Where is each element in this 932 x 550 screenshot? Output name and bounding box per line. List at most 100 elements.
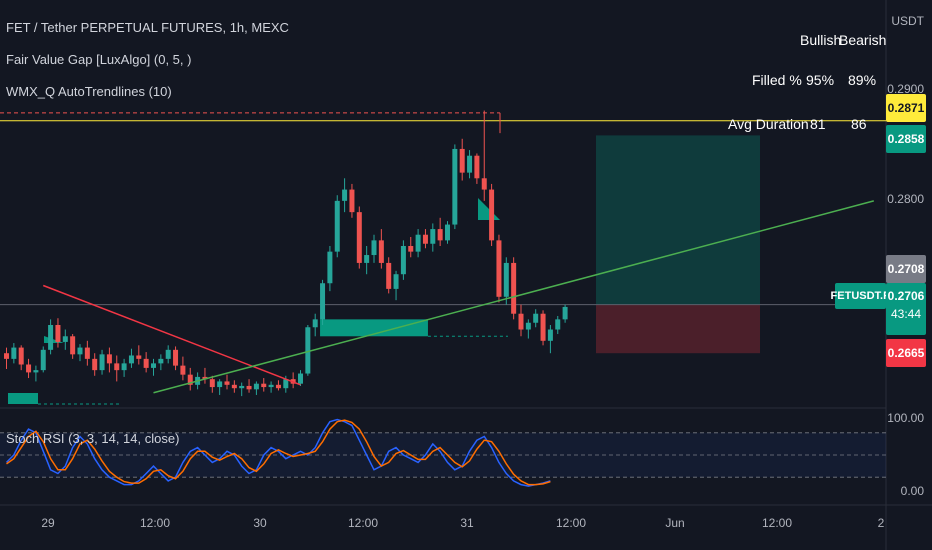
price-badge-entry: 0.2708 [886, 255, 926, 283]
stats-filled-bearish: 89% [848, 72, 877, 88]
time-tick-label: Jun [665, 516, 685, 530]
symbol-badge: FETUSDT.P [831, 283, 890, 309]
chart-symbol-title: FET / Tether PERPETUAL FUTURES, 1h, MEXC [6, 20, 289, 35]
candle-body [165, 349, 171, 359]
candle-body [143, 358, 149, 368]
price-badge-target: 0.2858 [886, 125, 926, 153]
candle-body [33, 370, 39, 373]
candle-body [151, 363, 156, 368]
candle-body [393, 274, 399, 289]
candle-body [415, 234, 421, 252]
candle-body [430, 229, 436, 244]
fvg-bullish-box [320, 319, 428, 337]
trendline-support [153, 200, 874, 394]
stoch-rsi-d-line [6, 419, 551, 486]
candle-body [62, 336, 68, 342]
indicator-fvg-label[interactable]: Fair Value Gap [LuxAlgo] (0, 5, ) [6, 52, 192, 67]
candle-body [305, 327, 311, 374]
stats-row-duration-label: Avg Duration [728, 116, 809, 132]
candle-body [511, 262, 517, 314]
candle-body [503, 262, 509, 297]
candle-body [136, 355, 142, 359]
stats-filled-bullish: 95% [806, 72, 835, 88]
candle-body [128, 355, 134, 364]
stats-duration-bearish: 86 [851, 116, 867, 132]
time-tick-label: 12:00 [139, 516, 171, 530]
candle-body [217, 381, 223, 388]
candle-body [92, 358, 98, 371]
stats-col-bearish: Bearish [839, 32, 887, 48]
candle-body [283, 379, 289, 389]
candle-body [180, 365, 186, 375]
candle-body [547, 329, 553, 341]
candle-body [312, 319, 318, 328]
candle-body [489, 189, 495, 241]
price-tick-label: 0.2900 [887, 82, 924, 96]
candle-body [4, 353, 9, 359]
stats-col-bullish: Bullish [800, 32, 842, 48]
candle-body [99, 354, 105, 371]
candle-body [400, 246, 406, 275]
candle-body [246, 385, 252, 390]
last-price-badge: 0.2706 43:44 [886, 283, 926, 335]
candle-body [555, 319, 561, 330]
candle-body [408, 246, 414, 252]
stats-row-filled-label: Filled % [752, 72, 802, 88]
stoch-rsi-label[interactable]: Stoch RSI (3, 3, 14, 14, close) [6, 431, 180, 446]
candle-body [533, 313, 539, 323]
fvg-bullish-box [8, 393, 38, 404]
candle-body [158, 358, 164, 364]
stoch-rsi-k-line [5, 418, 551, 487]
candle-body [173, 349, 179, 366]
candle-body [114, 363, 120, 371]
candle-body [84, 347, 90, 359]
candle-body [540, 313, 546, 341]
candle-body [356, 212, 362, 263]
candle-body [422, 234, 428, 244]
candle-body [40, 349, 46, 371]
candle-body [106, 354, 112, 364]
position-stop-zone [596, 304, 760, 354]
candle-body [364, 255, 370, 263]
candle-body [342, 189, 348, 201]
candle-body [55, 325, 61, 342]
candle-body [327, 251, 333, 284]
time-tick-label: 12:00 [761, 516, 793, 530]
candle-body [334, 200, 340, 252]
candle-body [525, 322, 531, 330]
candle-body [518, 313, 524, 330]
candle-body [231, 384, 237, 389]
candle-body [11, 347, 17, 359]
time-tick-label: 12:00 [347, 516, 379, 530]
candle-body [239, 385, 245, 389]
trendline-resistance [42, 284, 301, 386]
stats-duration-bullish: 81 [810, 116, 826, 132]
candle-body [121, 363, 127, 371]
bar-countdown: 43:44 [890, 307, 922, 321]
candle-body [275, 384, 281, 389]
rsi-tick-label: 0.00 [900, 484, 924, 498]
fvg-bullish-marker [478, 198, 500, 220]
candle-body [187, 374, 193, 385]
candle-body [298, 373, 303, 384]
candle-body [459, 148, 465, 173]
time-tick-label: 31 [460, 516, 474, 530]
time-tick-label: 12:00 [555, 516, 587, 530]
candle-body [48, 325, 54, 350]
candle-body [320, 283, 326, 320]
time-tick-label: 2 [877, 516, 885, 530]
indicator-trendlines-label[interactable]: WMX_Q AutoTrendlines (10) [6, 84, 172, 99]
candle-body [18, 347, 24, 365]
candle-body [452, 148, 458, 225]
price-badge-yellow: 0.2871 [886, 94, 926, 122]
candle-body [202, 376, 208, 380]
candle-body [445, 224, 450, 241]
currency-label: USDT [891, 14, 924, 28]
candle-body [467, 155, 473, 173]
fvg-bullish-marker [44, 336, 64, 343]
candle-body [371, 240, 377, 256]
candle-body [261, 383, 267, 388]
candle-body [474, 155, 480, 179]
last-price-value: 0.2706 [887, 289, 925, 303]
